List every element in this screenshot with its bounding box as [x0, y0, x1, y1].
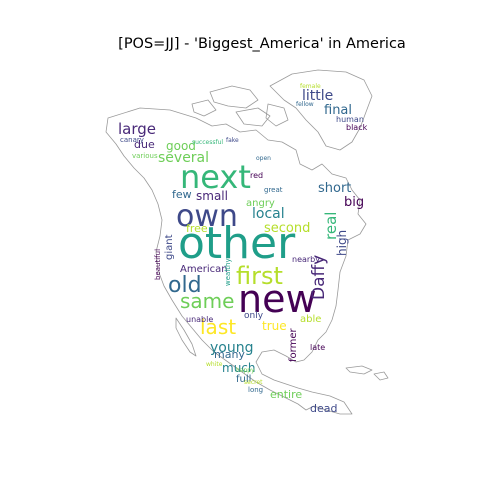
- word-nearby: nearby: [292, 255, 320, 264]
- word-female: female: [300, 83, 321, 90]
- word-real: real: [322, 212, 340, 240]
- word-high: high: [335, 230, 349, 256]
- word-angry: angry: [246, 198, 275, 209]
- word-entire: entire: [270, 388, 302, 401]
- word-own: own: [176, 199, 238, 234]
- word-full: full: [236, 374, 251, 385]
- word-other: other: [178, 218, 296, 269]
- word-new: new: [238, 277, 317, 321]
- word-long: long: [248, 386, 263, 394]
- word-young: young: [210, 340, 253, 356]
- word-several: several: [158, 150, 209, 166]
- word-daffy: Daffy: [309, 255, 329, 300]
- word-true: true: [262, 319, 287, 333]
- word-free: free: [186, 222, 208, 235]
- word-happy: happy: [236, 367, 255, 374]
- word-wealthy: wealthy: [224, 258, 232, 286]
- word-former: former: [288, 328, 299, 362]
- word-giant: giant: [164, 234, 175, 260]
- word-red: red: [250, 171, 263, 180]
- word-good: good: [166, 139, 196, 153]
- word-unable: unable: [186, 315, 213, 324]
- word-various: various: [132, 152, 158, 160]
- word-due: due: [134, 138, 155, 151]
- word-dead: dead: [310, 402, 337, 415]
- word-same: same: [180, 289, 234, 313]
- word-first: first: [236, 262, 283, 290]
- word-much: much: [222, 361, 256, 375]
- word-canary: canary: [120, 136, 144, 144]
- word-human: human: [336, 115, 364, 124]
- word-large: large: [118, 120, 156, 138]
- word-fake: fake: [226, 137, 239, 144]
- word-short: short: [318, 181, 351, 196]
- word-many: many: [214, 348, 245, 361]
- word-late: late: [310, 343, 325, 352]
- chart-title: [POS=JJ] - 'Biggest_America' in America: [118, 36, 406, 52]
- word-cloud: other new next own first old same last D…: [118, 83, 368, 415]
- word-american: American: [180, 264, 228, 275]
- word-final: final: [324, 103, 352, 118]
- word-local: local: [252, 206, 285, 222]
- continent-outline: [105, 69, 389, 415]
- word-few: few: [172, 188, 192, 201]
- word-secret: secret: [244, 379, 263, 386]
- word-only: only: [244, 311, 264, 321]
- word-small: small: [196, 189, 228, 203]
- word-next: next: [180, 158, 251, 196]
- word-open: open: [256, 155, 271, 162]
- word-great: great: [264, 186, 283, 194]
- word-beautiful: beautiful: [154, 249, 162, 280]
- word-second: second: [264, 221, 310, 236]
- word-fellow: fellow: [296, 101, 314, 108]
- word-old: old: [168, 273, 202, 298]
- word-black: black: [346, 123, 368, 132]
- word-little: little: [302, 88, 333, 104]
- word-last: last: [200, 315, 236, 339]
- word-able: able: [300, 314, 321, 325]
- word-white: white: [206, 361, 223, 368]
- word-successful: successful: [192, 139, 223, 146]
- word-big: big: [344, 195, 364, 210]
